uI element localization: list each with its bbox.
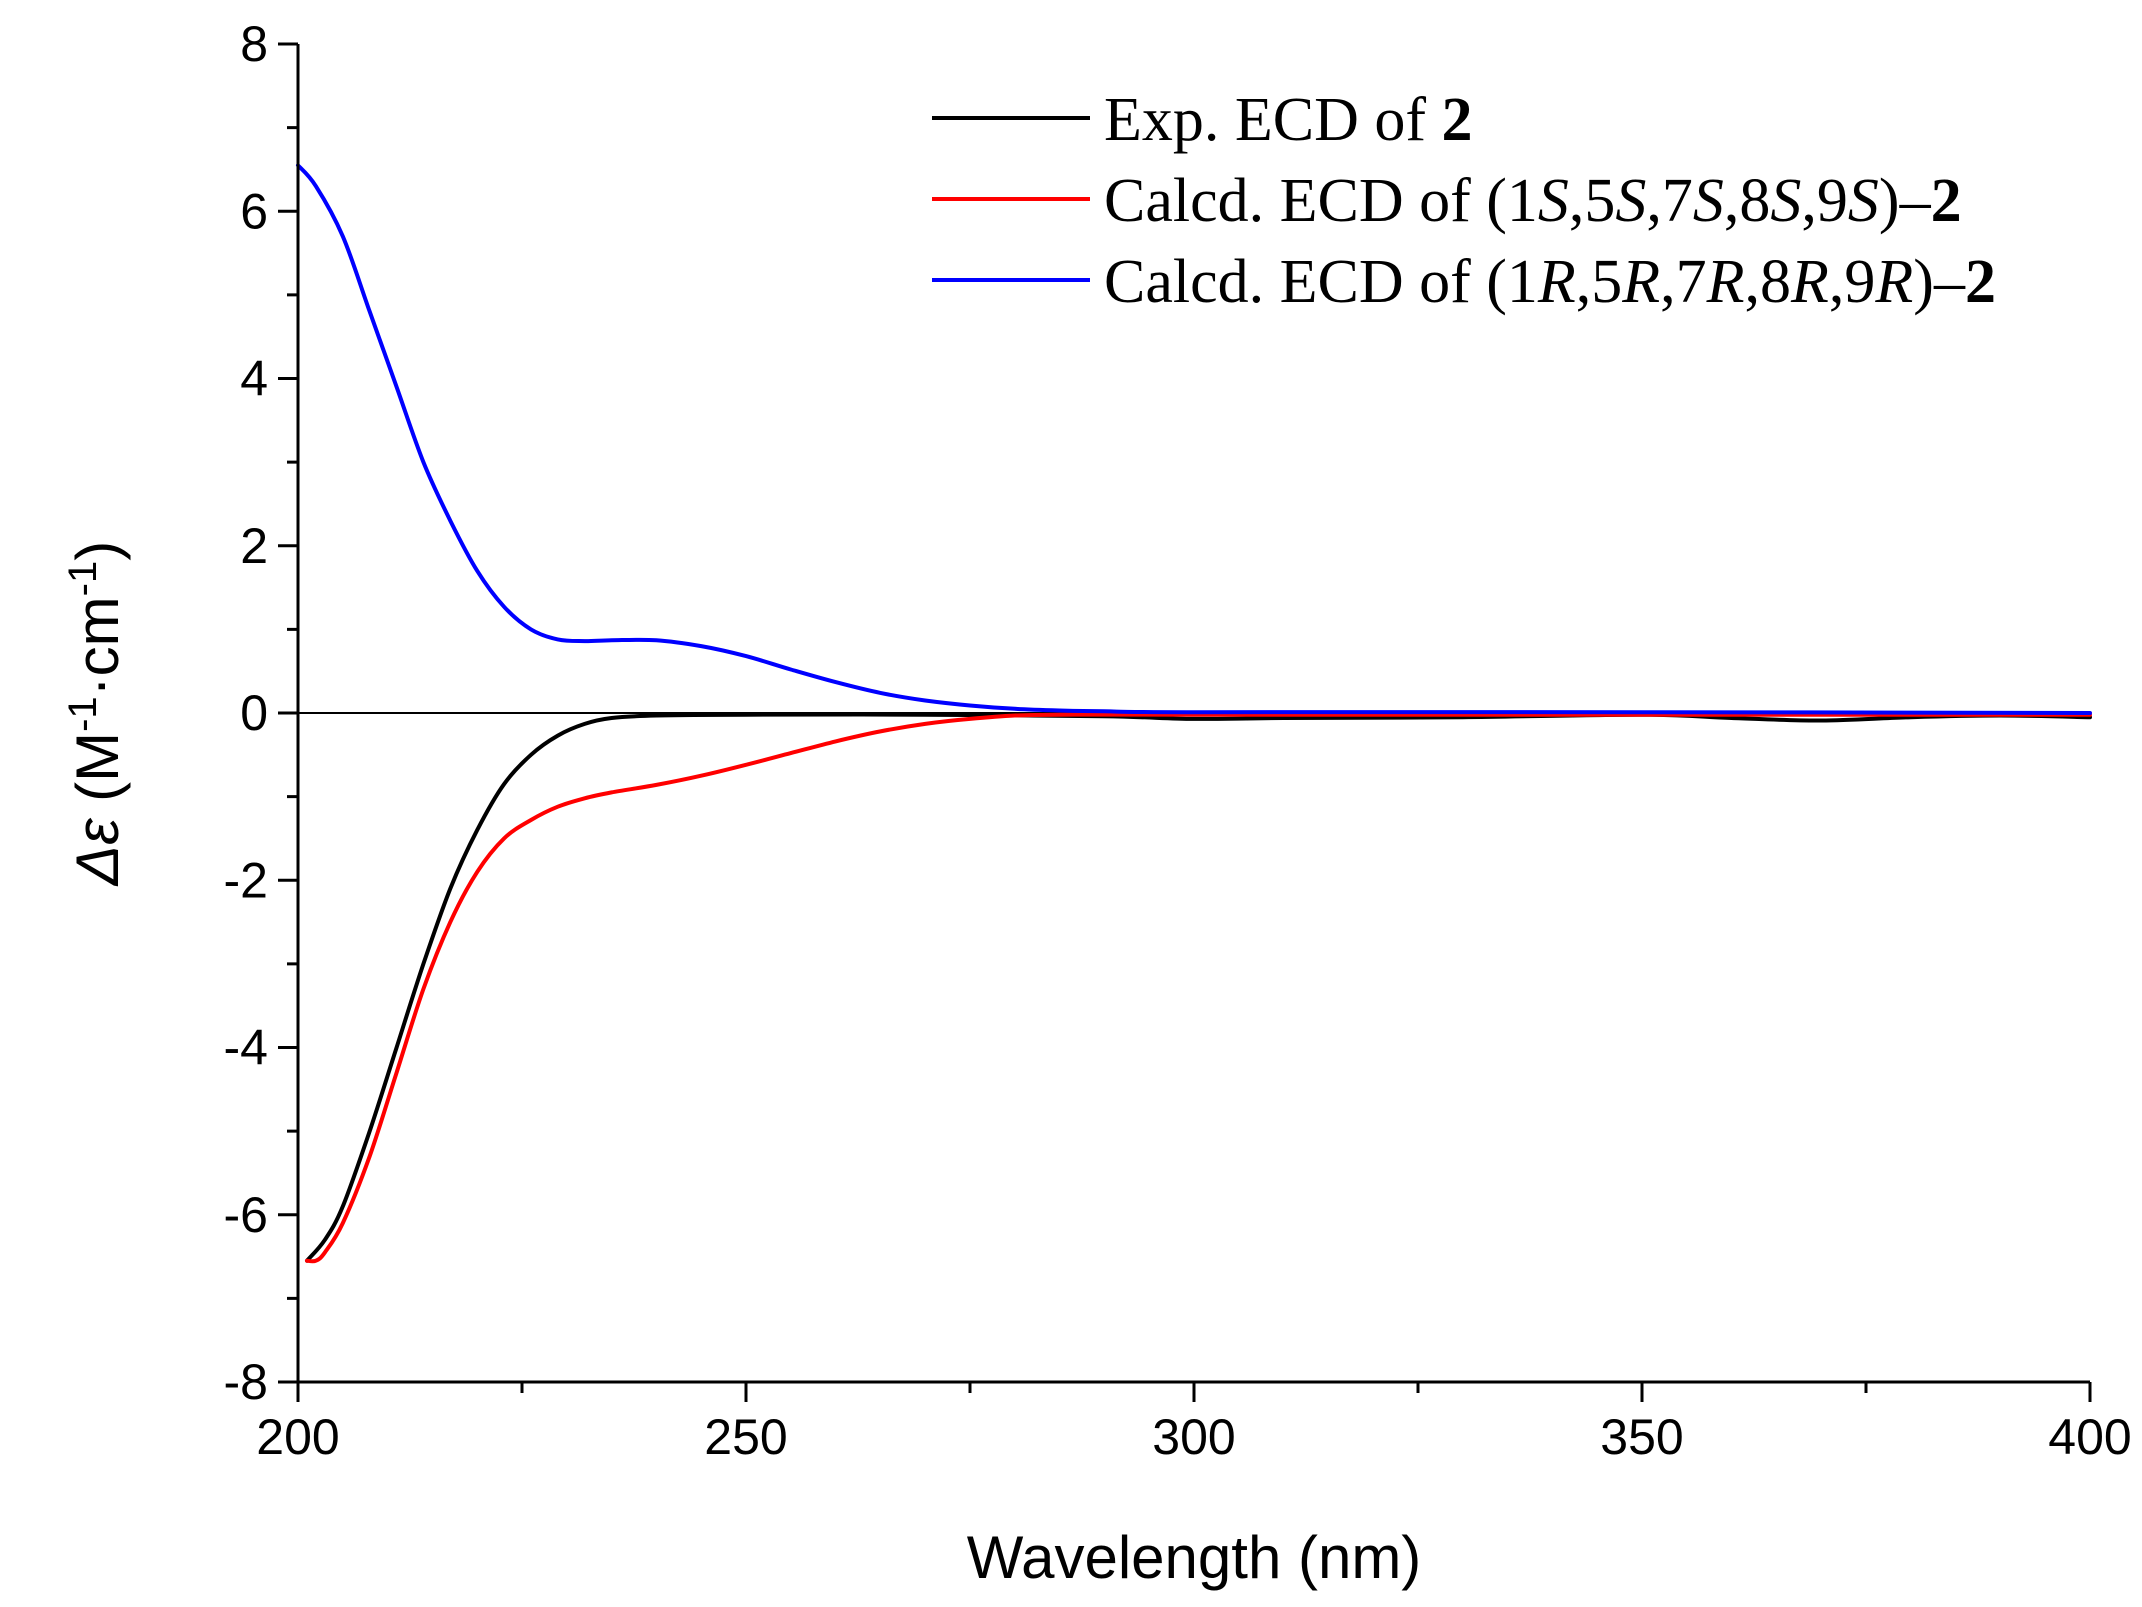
legend-entry-part: ,7	[1646, 167, 1693, 235]
legend-entry-part: ,8	[1745, 248, 1792, 316]
x-tick-label: 250	[704, 1409, 787, 1465]
legend-entry-part: 2	[1965, 248, 1996, 316]
legend-entry-part: ,9	[1829, 248, 1876, 316]
series-layer	[296, 163, 2092, 1264]
legend-entry-part: ,5	[1576, 248, 1623, 316]
legend-entry-part: 2	[1442, 86, 1473, 154]
legend-entry-part: S	[1615, 167, 1646, 235]
legend-entry-part: )–	[1879, 167, 1932, 235]
y-axis-symbol: Δε	[64, 817, 131, 887]
legend-entry-part: R	[1537, 248, 1576, 316]
legend-entry-part: R	[1706, 248, 1745, 316]
x-tick-label: 200	[256, 1409, 339, 1465]
y-axis-unit-mid: ·cm	[64, 596, 131, 696]
legend-entry-part: 2	[1931, 167, 1962, 235]
y-tick-label: 4	[240, 351, 268, 407]
x-axis-title: Wavelength (nm)	[967, 1524, 1422, 1591]
legend-entry-part: ,5	[1569, 167, 1616, 235]
legend-entry-part: S	[1538, 167, 1569, 235]
legend-entry-part: R	[1874, 248, 1913, 316]
legend-entry-part: S	[1848, 167, 1879, 235]
legend-entry-part: S	[1770, 167, 1801, 235]
y-tick-label: 2	[240, 518, 268, 574]
legend-entry: Exp. ECD of 2	[1104, 86, 1473, 154]
legend-entry-part: Calcd. ECD of (1	[1104, 248, 1538, 316]
legend-entry-part: R	[1790, 248, 1829, 316]
legend-entry-part: ,8	[1724, 167, 1771, 235]
y-tick-label: -2	[224, 852, 268, 908]
legend-entry: Calcd. ECD of (1R,5R,7R,8R,9R)–2	[1104, 248, 1996, 316]
y-tick-label: 6	[240, 183, 268, 239]
y-axis-unit-close: )	[64, 541, 131, 561]
legend-entry-part: Calcd. ECD of (1	[1104, 167, 1538, 235]
x-tick-label: 400	[2048, 1409, 2131, 1465]
tick-labels: 200 250 300 350 400 -8 -6 -4 -2 0 2 4 6 8	[224, 16, 2132, 1465]
y-tick-label: 0	[240, 685, 268, 741]
legend-entry: Calcd. ECD of (1S,5S,7S,8S,9S)–2	[1104, 167, 1962, 235]
calcd-s-ecd-series-line	[305, 712, 2092, 1264]
y-tick-label: -4	[224, 1020, 268, 1076]
y-axis-title: Δε (M-1·cm-1)	[61, 541, 131, 887]
y-tick-label: -8	[224, 1354, 268, 1410]
legend-entry-part: S	[1693, 167, 1724, 235]
x-tick-label: 300	[1152, 1409, 1235, 1465]
exp-ecd-series-line	[305, 712, 2092, 1263]
y-tick-label: 8	[240, 16, 268, 72]
tick-layer	[278, 42, 2092, 1402]
y-tick-label: -6	[224, 1187, 268, 1243]
legend-entry-part: Exp. ECD of	[1104, 86, 1442, 154]
legend-entry-part: ,7	[1660, 248, 1707, 316]
legend-entry-part: R	[1621, 248, 1660, 316]
y-axis-sup2: -1	[61, 561, 105, 597]
y-axis-sup1: -1	[61, 696, 105, 732]
calcd-r-ecd-series-line	[296, 163, 2092, 715]
y-axis-unit-open: (M	[64, 732, 131, 819]
x-tick-label: 350	[1600, 1409, 1683, 1465]
legend-entry-part: )–	[1913, 248, 1966, 316]
legend-entry-part: ,9	[1801, 167, 1848, 235]
